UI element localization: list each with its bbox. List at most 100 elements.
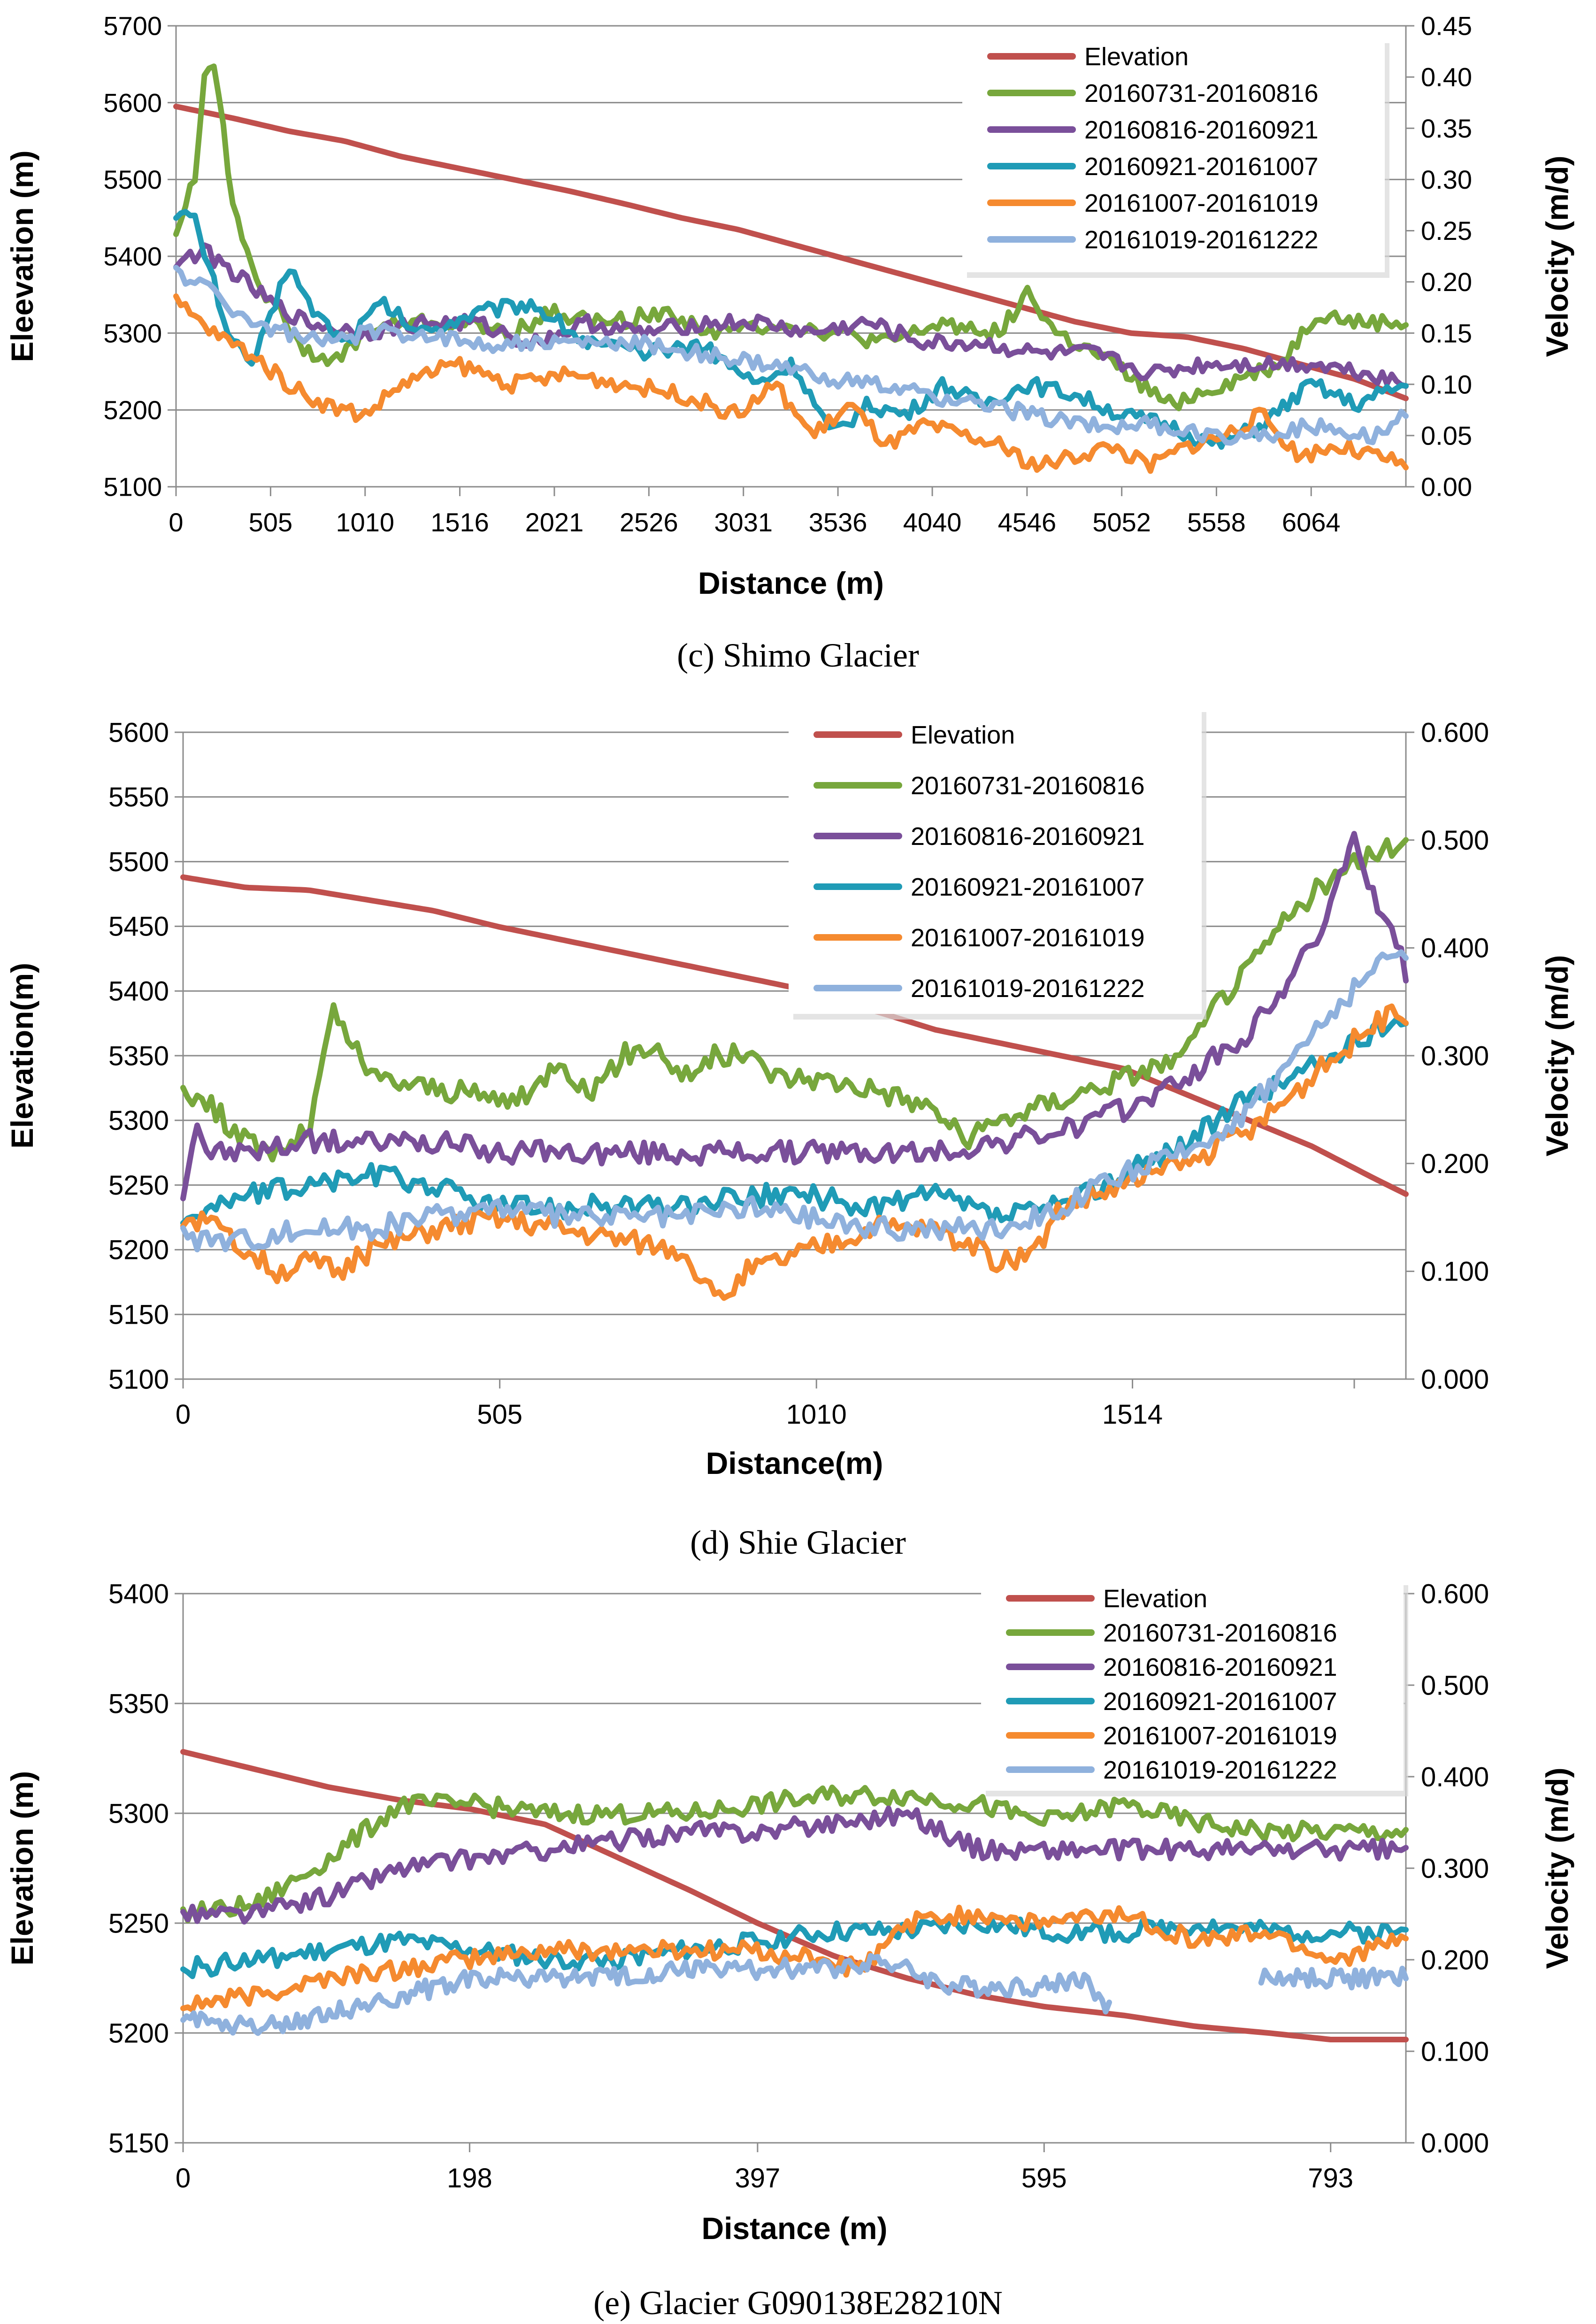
series-line bbox=[180, 1805, 1409, 1925]
y-tick-label: 5600 bbox=[108, 717, 169, 748]
y-tick-label: 5250 bbox=[108, 1908, 169, 1939]
series-line bbox=[173, 103, 1409, 401]
x-tick-label: 505 bbox=[477, 1399, 522, 1430]
figure-caption: (c) Shimo Glacier bbox=[677, 637, 919, 674]
x-tick-label: 3536 bbox=[809, 507, 867, 537]
series-line bbox=[180, 1915, 1409, 1979]
x-tick-label: 1514 bbox=[1102, 1399, 1163, 1430]
y2-tick-label: 0.000 bbox=[1421, 2128, 1489, 2158]
y2-tick-label: 0.00 bbox=[1421, 472, 1472, 502]
y-tick-label: 5150 bbox=[108, 1300, 169, 1330]
y2-tick-label: 0.400 bbox=[1421, 1762, 1489, 1792]
y2-tick-label: 0.200 bbox=[1421, 1945, 1489, 1975]
series-line bbox=[180, 1784, 1409, 1924]
legend-label: 20160731-20160816 bbox=[1084, 79, 1319, 107]
series-line bbox=[173, 265, 1409, 446]
y2-tick-label: 0.15 bbox=[1421, 318, 1472, 348]
chart-shie-glacier: 5100 5150 5200 5250 5300 5350 5400 5450 5500 5550… bbox=[5, 706, 1574, 1561]
legend-label: 20160816-20160921 bbox=[911, 822, 1145, 851]
y2-tick-label: 0.400 bbox=[1421, 933, 1489, 964]
series-line bbox=[180, 1016, 1409, 1226]
legend-label: 20160816-20160921 bbox=[1084, 116, 1319, 144]
y2-tick-label: 0.500 bbox=[1421, 825, 1489, 856]
x-tick-label: 1516 bbox=[430, 507, 489, 537]
y2-tick-label: 0.35 bbox=[1421, 114, 1472, 143]
x-tick-label: 2021 bbox=[525, 507, 584, 537]
y-tick-label: 5400 bbox=[108, 1579, 169, 1609]
series-line bbox=[173, 242, 1409, 389]
y-tick-label: 5250 bbox=[108, 1170, 169, 1201]
y-tick-label: 5350 bbox=[108, 1688, 169, 1719]
y2-tick-label: 0.200 bbox=[1421, 1149, 1489, 1179]
y-axis-title: Eleevation (m) bbox=[5, 150, 39, 362]
x-tick-label: 397 bbox=[735, 2163, 780, 2194]
y2-axis-title: Velocity (m/d) bbox=[1540, 955, 1574, 1156]
x-tick-label: 0 bbox=[176, 2163, 191, 2194]
series-line bbox=[180, 1749, 1409, 2042]
series-line bbox=[1258, 1965, 1409, 1991]
figure-caption: (e) Glacier G090138E28210N bbox=[593, 2284, 1003, 2322]
y-tick-label: 5200 bbox=[103, 395, 162, 425]
y-tick-label: 5100 bbox=[103, 472, 162, 502]
series-line bbox=[180, 831, 1409, 1202]
x-tick-label: 5052 bbox=[1092, 507, 1151, 537]
y-axis-title: Elevation (m) bbox=[5, 1771, 39, 1965]
legend-label: 20160816-20160921 bbox=[1103, 1653, 1337, 1681]
x-tick-label: 1010 bbox=[786, 1399, 847, 1430]
legend-label: 20161019-20161222 bbox=[1084, 226, 1319, 254]
series-line bbox=[180, 1953, 1112, 2036]
x-tick-label: 4546 bbox=[998, 507, 1057, 537]
legend-label: 20161019-20161222 bbox=[911, 974, 1145, 1003]
y-tick-label: 5350 bbox=[108, 1041, 169, 1071]
x-tick-label: 5558 bbox=[1187, 507, 1246, 537]
legend-label: 20161007-20161019 bbox=[911, 924, 1145, 952]
y-tick-label: 5100 bbox=[108, 1364, 169, 1395]
y-tick-label: 5150 bbox=[108, 2128, 169, 2158]
x-tick-label: 2526 bbox=[620, 507, 678, 537]
y-tick-label: 5500 bbox=[108, 847, 169, 877]
y2-axis-title: Velocity (m/d) bbox=[1540, 155, 1574, 357]
y-tick-label: 5200 bbox=[108, 2018, 169, 2048]
x-tick-label: 0 bbox=[169, 507, 183, 537]
x-tick-label: 793 bbox=[1308, 2163, 1353, 2194]
legend-label: 20160921-20161007 bbox=[1084, 153, 1319, 181]
x-tick-label: 1010 bbox=[336, 507, 394, 537]
legend-label: 20160921-20161007 bbox=[911, 873, 1145, 901]
y2-tick-label: 0.300 bbox=[1421, 1853, 1489, 1884]
y-axis-title: Elevation(m) bbox=[5, 963, 39, 1149]
figure-caption: (d) Shie Glacier bbox=[690, 1524, 906, 1561]
series-line bbox=[180, 1904, 1409, 2013]
y2-tick-label: 0.000 bbox=[1421, 1364, 1489, 1395]
legend-label: 20161019-20161222 bbox=[1103, 1756, 1337, 1784]
chart-glacier-g090138e28210n: 5150 5200 5250 5300 5350 5400 0.000 0.100 0.200 0… bbox=[5, 1579, 1574, 2322]
series-line bbox=[180, 837, 1409, 1163]
y-tick-label: 5450 bbox=[108, 912, 169, 942]
y-tick-label: 5400 bbox=[103, 242, 162, 271]
y-tick-label: 5300 bbox=[103, 318, 162, 348]
x-tick-label: 198 bbox=[447, 2163, 492, 2194]
y2-tick-label: 0.100 bbox=[1421, 1257, 1489, 1287]
legend-box bbox=[789, 706, 1202, 1014]
y-tick-label: 5400 bbox=[108, 976, 169, 1007]
y2-tick-label: 0.600 bbox=[1421, 1579, 1489, 1609]
series-line bbox=[173, 293, 1409, 474]
chart-shimo-glacier: 5100 5200 5300 5400 5500 5600 5700 0.00 0.05 0.10… bbox=[5, 11, 1574, 674]
x-tick-label: 4040 bbox=[903, 507, 962, 537]
series-line bbox=[180, 1003, 1409, 1301]
y-tick-label: 5300 bbox=[108, 1798, 169, 1829]
x-tick-label: 0 bbox=[176, 1399, 191, 1430]
series-line bbox=[180, 949, 1409, 1252]
legend-label: 20160731-20160816 bbox=[911, 772, 1145, 800]
x-axis-title: Distance (m) bbox=[701, 2211, 887, 2246]
y2-tick-label: 0.20 bbox=[1421, 267, 1472, 297]
legend-label: 20161007-20161019 bbox=[1084, 189, 1319, 217]
y2-tick-label: 0.10 bbox=[1421, 369, 1472, 399]
x-tick-label: 6064 bbox=[1282, 507, 1341, 537]
y2-tick-label: 0.300 bbox=[1421, 1041, 1489, 1071]
y2-tick-label: 0.40 bbox=[1421, 62, 1472, 92]
legend-box bbox=[981, 1580, 1404, 1791]
y2-tick-label: 0.600 bbox=[1421, 717, 1489, 748]
y-tick-label: 5700 bbox=[103, 11, 162, 41]
y2-axis-title: Velocity (m/d) bbox=[1540, 1767, 1574, 1969]
legend-label: Elevation bbox=[1103, 1585, 1207, 1613]
